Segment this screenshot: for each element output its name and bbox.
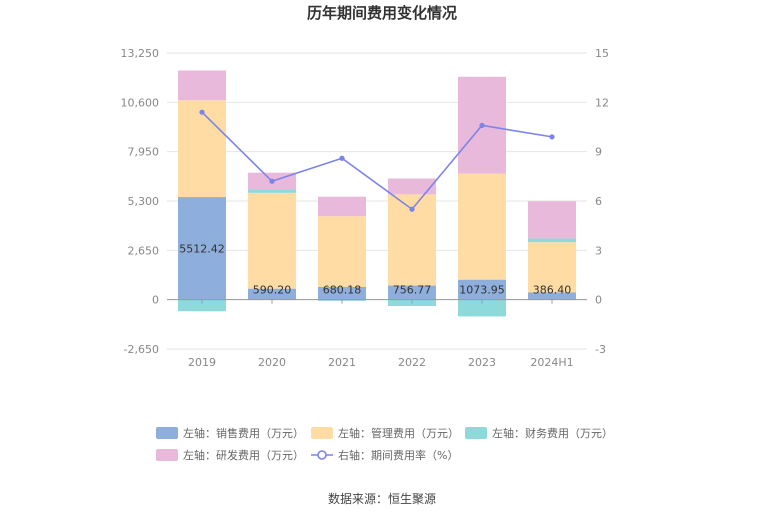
left-tick-label: 2,650 bbox=[128, 244, 160, 257]
right-tick-label: 9 bbox=[595, 146, 602, 159]
x-axis: 2019 2020 2021 2022 2023 2024H1 bbox=[167, 299, 587, 369]
x-tick-label: 2019 bbox=[188, 356, 216, 369]
bar-3-2024H1 bbox=[528, 238, 576, 243]
bar-2-2021 bbox=[318, 216, 366, 288]
right-tick-label: 3 bbox=[595, 244, 602, 257]
data-label: 5512.42 bbox=[179, 242, 225, 255]
data-labels: 5512.42 590.20 680.18 756.77 1073.95 386.40 bbox=[179, 242, 571, 296]
rate-line-path bbox=[201, 111, 553, 211]
legend-swatch bbox=[465, 427, 487, 439]
grid-lines bbox=[167, 52, 587, 350]
right-tick-label: -3 bbox=[595, 343, 606, 356]
bar-3-2020 bbox=[248, 189, 296, 193]
rate-point bbox=[199, 109, 205, 115]
chart-title: 历年期间费用变化情况 bbox=[307, 4, 457, 22]
data-label: 590.20 bbox=[253, 284, 292, 297]
left-tick-label: 7,950 bbox=[128, 146, 160, 159]
rate-point bbox=[269, 178, 275, 184]
data-label: 680.18 bbox=[323, 284, 362, 297]
data-label: 1073.95 bbox=[459, 284, 505, 297]
x-tick-label: 2023 bbox=[468, 356, 496, 369]
bar-4-2019 bbox=[178, 70, 226, 101]
legend-swatch bbox=[156, 427, 178, 439]
legend-swatch bbox=[156, 449, 178, 461]
data-label: 386.40 bbox=[533, 284, 572, 297]
left-tick-label: 10,600 bbox=[121, 96, 160, 109]
right-tick-label: 15 bbox=[595, 47, 609, 60]
bar-series bbox=[178, 70, 576, 317]
x-tick-label: 2024H1 bbox=[530, 356, 573, 369]
rate-point bbox=[339, 155, 345, 161]
right-tick-label: 0 bbox=[595, 294, 602, 307]
data-label: 756.77 bbox=[393, 284, 432, 297]
bar-4-2022 bbox=[388, 178, 436, 195]
legend[interactable]: 左轴：销售费用（万元） 左轴：管理费用（万元） 左轴：财务费用（万元） 左轴：研发费用… bbox=[156, 426, 613, 462]
left-tick-label: 0 bbox=[152, 294, 159, 307]
legend-label: 右轴：期间费用率（%） bbox=[338, 448, 458, 462]
legend-label: 左轴：研发费用（万元） bbox=[183, 448, 304, 462]
right-axis-ticks: -3 0 3 6 9 12 15 bbox=[595, 47, 609, 356]
bar-2-2024H1 bbox=[528, 242, 576, 293]
x-tick-label: 2021 bbox=[328, 356, 356, 369]
left-tick-label: -2,650 bbox=[124, 343, 159, 356]
legend-swatch-marker bbox=[317, 450, 327, 460]
bar-1-2021 bbox=[318, 287, 366, 300]
legend-swatch bbox=[311, 427, 333, 439]
bar-2-2020 bbox=[248, 192, 296, 289]
bar-2-2023 bbox=[458, 173, 506, 280]
bar-1-2022 bbox=[388, 285, 436, 300]
rate-point bbox=[409, 206, 415, 212]
bar-1-2020 bbox=[248, 288, 296, 300]
expense-rate-line bbox=[199, 109, 555, 212]
bar-4-2021 bbox=[318, 196, 366, 217]
left-axis-ticks: -2,650 0 2,650 5,300 7,950 10,600 13,250 bbox=[121, 47, 160, 356]
x-tick-label: 2020 bbox=[258, 356, 286, 369]
bar-3-2019 bbox=[178, 299, 226, 312]
source-note: 数据来源：恒生聚源 bbox=[328, 491, 436, 506]
bar-3-2023 bbox=[458, 299, 506, 317]
legend-label: 左轴：财务费用（万元） bbox=[492, 426, 613, 440]
legend-label: 左轴：销售费用（万元） bbox=[183, 426, 304, 440]
legend-label: 左轴：管理费用（万元） bbox=[338, 426, 459, 440]
bar-1-2024H1 bbox=[528, 292, 576, 300]
bar-1-2019 bbox=[178, 197, 226, 300]
left-tick-label: 13,250 bbox=[121, 47, 160, 60]
rate-point bbox=[479, 122, 485, 128]
left-tick-label: 5,300 bbox=[128, 195, 160, 208]
right-tick-label: 6 bbox=[595, 195, 602, 208]
rate-point bbox=[549, 134, 555, 140]
right-tick-label: 12 bbox=[595, 96, 609, 109]
x-tick-label: 2022 bbox=[398, 356, 426, 369]
bar-2-2019 bbox=[178, 100, 226, 198]
bar-4-2024H1 bbox=[528, 201, 576, 239]
bar-1-2023 bbox=[458, 279, 506, 300]
